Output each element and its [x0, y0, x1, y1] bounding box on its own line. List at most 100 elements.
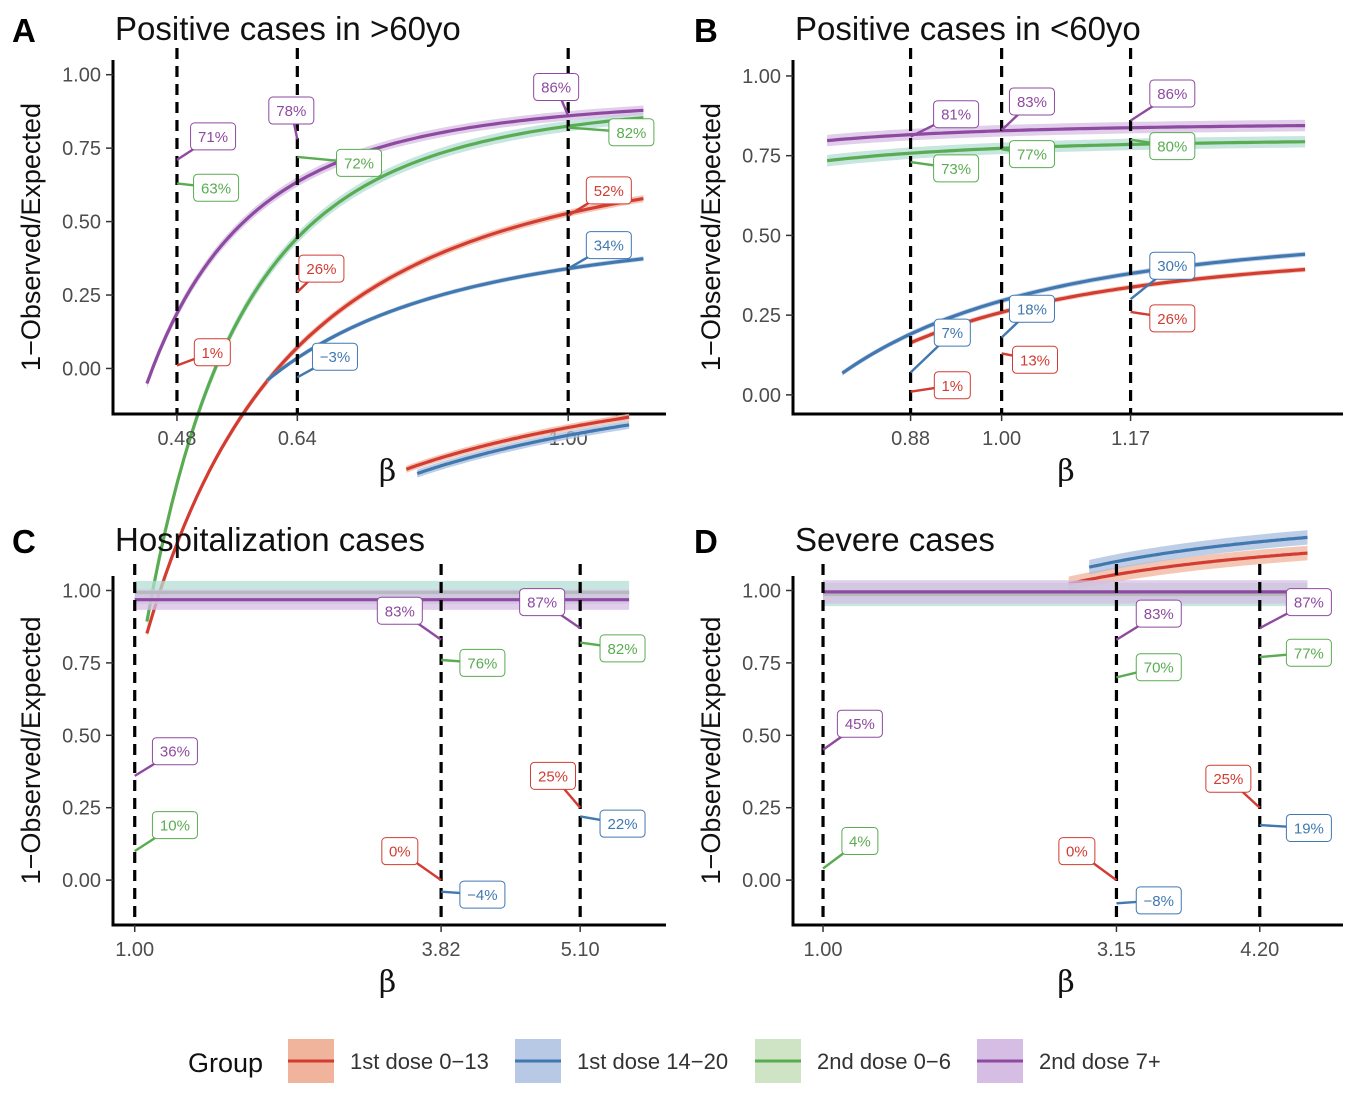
data-label-text: 83%: [1017, 94, 1047, 111]
data-label-text: 77%: [1017, 147, 1047, 164]
data-label-box: [151, 811, 198, 840]
data-label-box: [268, 96, 315, 125]
data-label-box: [336, 148, 383, 177]
x-tick-label: 0.48: [157, 428, 196, 450]
data-label-text: 30%: [1157, 258, 1187, 275]
data-label-box: [190, 122, 237, 151]
data-label-text: 4%: [849, 834, 871, 851]
data-label-text: 13%: [1020, 352, 1050, 369]
data-label: 1%: [910, 371, 971, 400]
data-label: 34%: [567, 231, 632, 270]
series-line-0: [145, 197, 644, 634]
data-label-text: 87%: [527, 595, 557, 612]
data-label: 81%: [910, 100, 980, 138]
data-label-box: [1012, 345, 1058, 374]
data-label: 80%: [1130, 132, 1196, 161]
x-axis-title: β: [379, 454, 396, 489]
data-label: 76%: [441, 648, 506, 677]
data-label-text: 83%: [385, 603, 415, 620]
data-label-box: [933, 100, 980, 129]
panel-C: C Hospitalization cases 1−Observed/Expecte…: [12, 413, 666, 1000]
data-label: 22%: [579, 809, 646, 838]
y-tick-label: 0.25: [742, 798, 781, 820]
legend-item-1: 1st dose 14−20: [515, 1039, 728, 1083]
series-line-1: [416, 423, 630, 476]
data-label-box: [841, 827, 879, 856]
x-tick-label: 4.20: [1240, 939, 1279, 961]
data-label-box: [1008, 87, 1055, 116]
data-label: 77%: [1001, 140, 1055, 169]
data-label-box: [585, 176, 632, 205]
data-label: 87%: [519, 588, 581, 630]
data-label-text: 1%: [941, 378, 963, 395]
data-label: 4%: [822, 827, 879, 870]
data-label-text: 22%: [608, 816, 638, 833]
data-label-text: 87%: [1294, 595, 1324, 612]
data-label-box: [381, 837, 419, 866]
data-label-box: [376, 596, 423, 625]
data-label: −8%: [1116, 886, 1182, 915]
data-label: 63%: [176, 173, 240, 202]
y-tick-label: 0.75: [62, 653, 101, 675]
data-label-text: 77%: [1294, 645, 1324, 662]
data-label: 30%: [1129, 251, 1196, 301]
data-label-box: [151, 737, 198, 766]
data-label-text: 36%: [160, 744, 190, 761]
y-tick-label: 0.25: [62, 798, 101, 820]
x-tick-label: 3.15: [1097, 939, 1136, 961]
y-axis-title: 1−Observed/Expected: [16, 617, 46, 885]
data-label-text: 78%: [276, 103, 306, 120]
y-tick-label: 1.00: [742, 580, 781, 602]
data-label-text: 83%: [1144, 606, 1174, 623]
data-label: 13%: [1001, 345, 1058, 374]
data-label-text: 10%: [160, 818, 190, 835]
data-label-text: 45%: [845, 716, 875, 733]
data-label-text: 63%: [201, 180, 231, 197]
y-tick-label: 0.00: [62, 870, 101, 892]
y-tick-label: 0.25: [742, 305, 781, 327]
data-label-text: 76%: [467, 655, 497, 672]
y-tick-label: 0.00: [62, 358, 101, 380]
data-label-text: 26%: [306, 261, 336, 278]
data-label-box: [1008, 294, 1055, 323]
data-label-text: 82%: [616, 125, 646, 142]
x-tick-label: 3.82: [422, 939, 461, 961]
data-label: 52%: [567, 176, 632, 217]
legend-item-0: 1st dose 0−13: [288, 1039, 489, 1083]
data-label-text: −8%: [1144, 893, 1174, 910]
data-label: 1%: [176, 338, 231, 367]
y-tick-label: 0.50: [62, 212, 101, 234]
data-label: 87%: [1259, 588, 1332, 630]
panel-D: D Severe cases 1−Observed/Expected β 0.00 0.2…: [694, 521, 1343, 1000]
data-label: 26%: [296, 254, 345, 293]
series-line-1: [841, 252, 1306, 375]
legend-item-2: 2nd dose 0−6: [755, 1039, 951, 1083]
data-label: 82%: [568, 118, 655, 147]
data-label-box: [599, 634, 646, 663]
series-line-0: [909, 267, 1306, 345]
legend: Group 1st dose 0−13 1st dose 14−20 2nd d…: [188, 1039, 1161, 1083]
data-label: 36%: [134, 737, 198, 777]
x-axis-title: β: [1057, 454, 1074, 489]
data-label: 72%: [297, 148, 383, 177]
data-label-text: 19%: [1294, 820, 1324, 837]
data-label: 0%: [381, 837, 442, 882]
data-label-box: [311, 342, 358, 371]
data-label-box: [1285, 813, 1332, 842]
series-line-0: [1068, 551, 1308, 586]
y-tick-label: 1.00: [62, 580, 101, 602]
y-tick-label: 0.50: [742, 225, 781, 247]
series-line-0: [405, 415, 630, 471]
series-line-2: [145, 116, 644, 622]
series-line-1: [1088, 535, 1308, 569]
data-label-box: [1205, 764, 1252, 793]
x-tick-label: 1.17: [1111, 428, 1150, 450]
data-label-box: [1149, 304, 1196, 333]
data-label: 18%: [1000, 294, 1055, 339]
data-label-text: 73%: [941, 161, 971, 178]
data-label-box: [459, 880, 506, 909]
data-label-text: 25%: [1213, 771, 1243, 788]
data-label-text: 81%: [941, 107, 971, 124]
data-label-box: [599, 809, 646, 838]
x-tick-label: 5.10: [561, 939, 600, 961]
